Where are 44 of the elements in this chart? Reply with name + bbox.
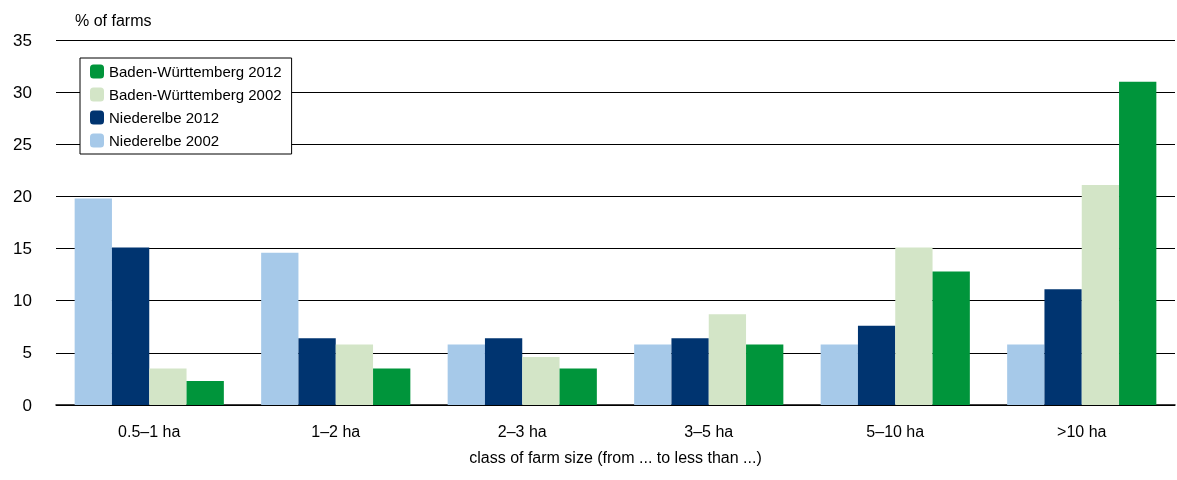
x-axis-title: class of farm size (from ... to less than ...)	[469, 448, 762, 466]
y-tick-label: 5	[22, 343, 32, 363]
y-tick-label: 15	[13, 239, 32, 259]
bar	[1044, 289, 1082, 405]
legend-label: Baden-Württemberg 2002	[109, 86, 282, 103]
bar	[671, 338, 709, 405]
bar	[111, 247, 150, 405]
bar	[74, 198, 112, 405]
bar	[298, 338, 336, 405]
legend-label: Baden-Württemberg 2012	[109, 63, 282, 80]
bar	[895, 247, 933, 405]
y-tick-label: 25	[13, 134, 32, 154]
bar	[1119, 81, 1157, 405]
bar	[1081, 184, 1120, 405]
bar	[708, 314, 747, 405]
legend-label: Niederelbe 2002	[109, 132, 220, 149]
y-tick-label: 35	[13, 30, 32, 50]
bar	[634, 344, 672, 405]
x-tick-label: 1–2 ha	[311, 422, 361, 440]
bar	[522, 357, 560, 405]
bar	[447, 344, 485, 405]
bar	[820, 344, 858, 405]
legend-label: Niederelbe 2012	[109, 109, 220, 126]
x-tick-label: 3–5 ha	[684, 422, 734, 440]
x-tick-label: 5–10 ha	[866, 422, 925, 440]
y-tick-label: 0	[22, 395, 32, 415]
y-tick-label: 30	[13, 82, 32, 102]
y-axis-title: % of farms	[75, 11, 152, 29]
bar	[335, 344, 374, 405]
bar	[857, 325, 896, 405]
y-tick-label: 20	[13, 186, 32, 206]
bar	[746, 344, 784, 405]
bar	[932, 271, 970, 405]
bar	[484, 338, 523, 405]
bar	[149, 368, 187, 405]
x-tick-label: >10 ha	[1057, 422, 1107, 440]
y-tick-label: 10	[13, 291, 32, 311]
bar	[559, 368, 597, 405]
bar	[1007, 344, 1045, 405]
bar	[261, 252, 299, 405]
x-tick-label: 2–3 ha	[497, 422, 547, 440]
bar	[373, 368, 411, 405]
x-tick-label: 0.5–1 ha	[118, 422, 181, 440]
bar	[186, 381, 224, 405]
